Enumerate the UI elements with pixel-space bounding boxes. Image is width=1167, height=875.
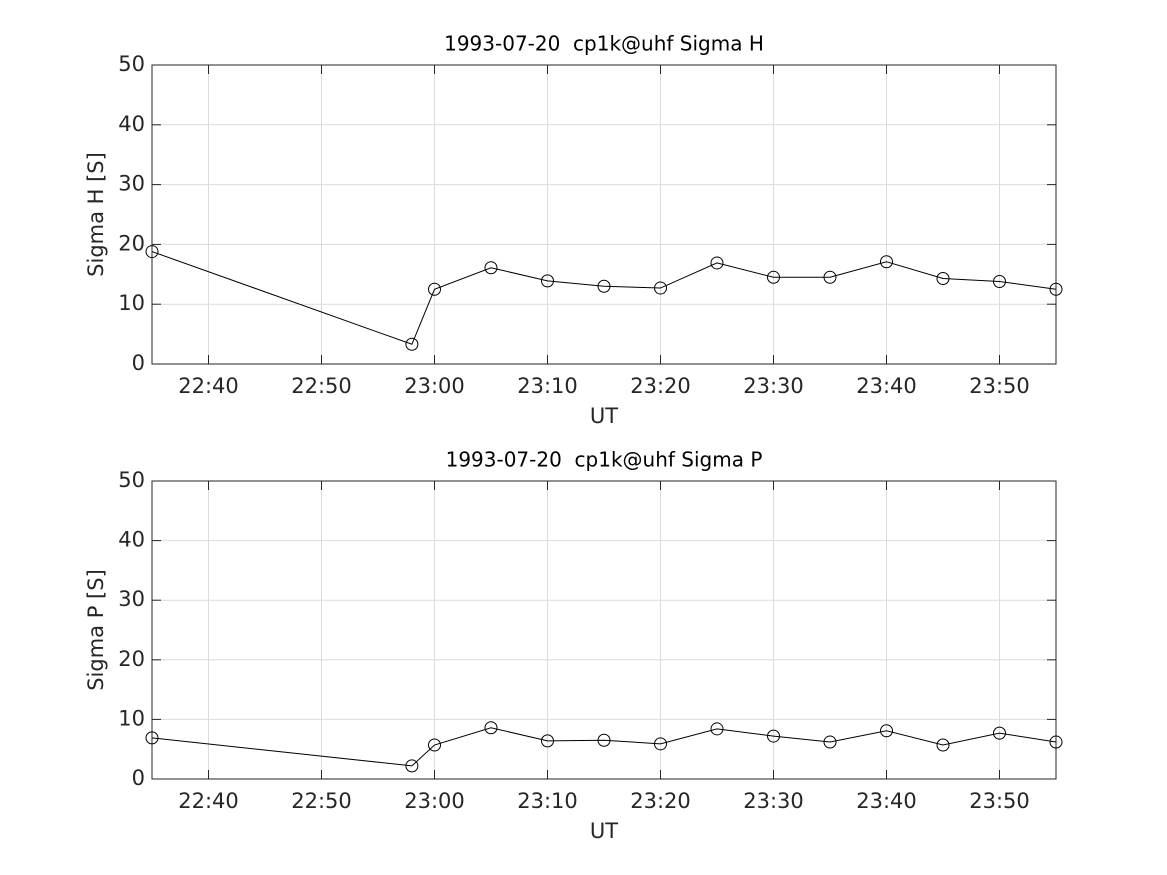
x-tick-label: 22:40 <box>178 374 239 398</box>
data-point <box>654 281 667 295</box>
x-axis-label: UT <box>590 819 618 843</box>
x-axis-label: UT <box>590 404 618 428</box>
data-point <box>936 271 950 285</box>
y-tick-label: 10 <box>118 706 145 730</box>
y-tick-label: 0 <box>132 766 145 790</box>
data-point <box>823 735 837 749</box>
y-tick-label: 40 <box>118 528 145 552</box>
x-tick-label: 23:20 <box>630 374 691 398</box>
data-point <box>145 245 159 259</box>
data-line <box>151 251 1057 345</box>
data-point <box>428 738 441 752</box>
x-tick-label: 23:20 <box>630 789 691 813</box>
chart-title: 1993-07-20 cp1k@uhf Sigma H <box>444 32 764 56</box>
plot-frame <box>151 480 1057 780</box>
x-tick-label: 23:30 <box>743 374 804 398</box>
plot-frame <box>151 64 1057 365</box>
x-tick-label: 23:50 <box>969 789 1030 813</box>
data-point <box>597 733 611 747</box>
data-point <box>710 722 724 736</box>
data-point <box>823 270 837 284</box>
y-tick-label: 50 <box>118 52 145 76</box>
x-tick-label: 23:40 <box>856 374 917 398</box>
y-tick-label: 20 <box>118 231 145 255</box>
x-tick-label: 23:00 <box>404 789 465 813</box>
data-point <box>541 734 554 748</box>
x-tick-label: 23:10 <box>517 789 578 813</box>
data-point <box>541 274 554 288</box>
y-tick-label: 30 <box>118 587 145 611</box>
y-tick-label: 20 <box>118 647 145 671</box>
x-tick-label: 23:50 <box>969 374 1030 398</box>
y-tick-label: 40 <box>118 112 145 136</box>
data-point <box>1049 735 1063 749</box>
x-tick-label: 22:50 <box>291 374 352 398</box>
data-point <box>484 261 498 275</box>
data-point <box>405 337 419 351</box>
y-tick-label: 50 <box>118 468 145 492</box>
data-point <box>767 729 780 743</box>
data-point <box>993 726 1006 740</box>
data-point <box>597 279 611 293</box>
x-tick-label: 23:10 <box>517 374 578 398</box>
y-axis-label: Sigma P [S] <box>84 569 108 691</box>
data-point <box>936 738 950 752</box>
y-tick-label: 10 <box>118 291 145 315</box>
data-point <box>710 256 724 270</box>
data-point <box>428 282 441 296</box>
data-point <box>1049 282 1063 296</box>
x-tick-label: 23:40 <box>856 789 917 813</box>
x-tick-label: 22:40 <box>178 789 239 813</box>
data-point <box>654 737 667 751</box>
x-tick-label: 23:00 <box>404 374 465 398</box>
data-point <box>767 270 780 284</box>
data-point <box>484 721 498 735</box>
chart-title: 1993-07-20 cp1k@uhf Sigma P <box>446 448 763 472</box>
data-point <box>880 724 893 738</box>
y-tick-label: 0 <box>132 351 145 375</box>
y-axis-label: Sigma H [S] <box>84 152 108 277</box>
data-line <box>151 727 1057 767</box>
data-point <box>993 274 1006 288</box>
data-point <box>880 255 893 269</box>
x-tick-label: 23:30 <box>743 789 804 813</box>
data-point <box>145 731 159 745</box>
x-tick-label: 22:50 <box>291 789 352 813</box>
data-point <box>405 759 419 773</box>
y-tick-label: 30 <box>118 172 145 196</box>
